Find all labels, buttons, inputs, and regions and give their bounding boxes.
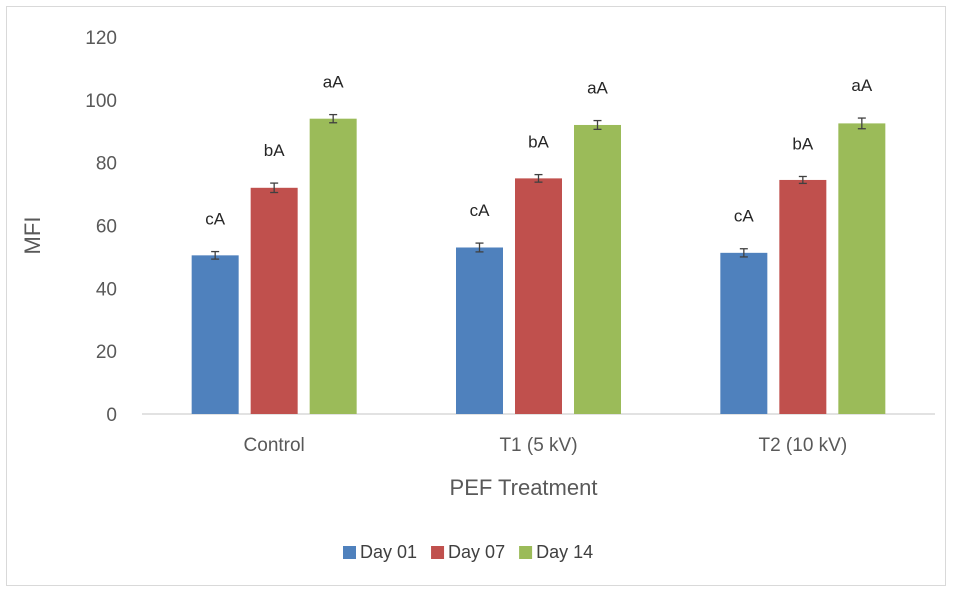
x-tick-label: T1 (5 kV) (499, 435, 577, 456)
legend-swatch (431, 546, 445, 559)
data-label: cA (205, 210, 226, 229)
data-label: bA (264, 141, 285, 160)
data-label: aA (587, 79, 608, 98)
bar (838, 123, 886, 414)
bar (574, 124, 621, 414)
x-axis-ticks: Control T1 (5 kV) T2 (10 kV) (244, 435, 848, 456)
data-label: bA (528, 133, 549, 152)
legend-swatch (519, 546, 533, 559)
bars-group: cA bA aA cA bA aA cA bA aA (191, 73, 886, 414)
data-label: aA (323, 73, 344, 92)
bar (250, 187, 298, 414)
y-axis-ticks: 0 20 40 60 80 100 120 (85, 28, 117, 426)
y-tick-label: 0 (106, 405, 117, 426)
data-label: cA (470, 201, 491, 220)
data-label: cA (734, 207, 755, 226)
bar (720, 252, 768, 414)
bar (309, 118, 357, 414)
x-tick-label: T2 (10 kV) (758, 435, 847, 456)
bar (191, 255, 239, 414)
legend-label: Day 01 (360, 542, 417, 562)
y-tick-label: 60 (96, 217, 117, 238)
legend: Day 01 Day 07 Day 14 (343, 542, 593, 562)
data-label: aA (851, 76, 872, 95)
data-label: bA (792, 134, 813, 153)
bar (515, 178, 562, 414)
y-axis-title: MFI (20, 217, 45, 255)
x-axis-title: PEF Treatment (450, 475, 598, 500)
legend-swatch (343, 546, 356, 559)
legend-label: Day 14 (536, 542, 593, 562)
y-tick-label: 20 (96, 342, 117, 363)
bar (456, 247, 503, 414)
y-tick-label: 120 (85, 28, 117, 49)
y-tick-label: 40 (96, 279, 117, 300)
x-tick-label: Control (244, 435, 305, 456)
bar (779, 179, 827, 414)
y-tick-label: 100 (85, 91, 117, 112)
legend-label: Day 07 (448, 542, 505, 562)
y-tick-label: 80 (96, 154, 117, 175)
